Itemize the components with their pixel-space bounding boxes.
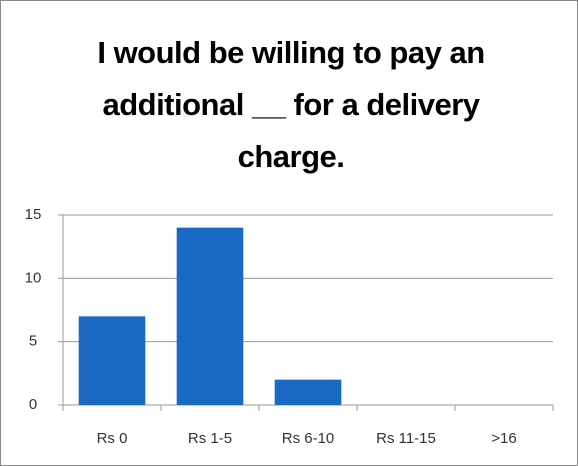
y-tick-label: 5 xyxy=(29,333,37,350)
y-tick-label: 0 xyxy=(29,396,37,413)
y-tick-label: 10 xyxy=(25,269,42,286)
x-tick-label: Rs 1-5 xyxy=(188,430,232,447)
bar xyxy=(274,379,342,405)
x-tick-label: Rs 0 xyxy=(97,430,128,447)
x-tick-label: >16 xyxy=(491,430,516,447)
bar xyxy=(176,227,244,405)
x-tick-label: Rs 6-10 xyxy=(282,430,335,447)
bar xyxy=(78,316,146,405)
chart-title: I would be willing to pay an additional … xyxy=(97,35,485,174)
y-tick-label: 15 xyxy=(25,206,42,223)
x-tick-label: Rs 11-15 xyxy=(376,430,436,447)
